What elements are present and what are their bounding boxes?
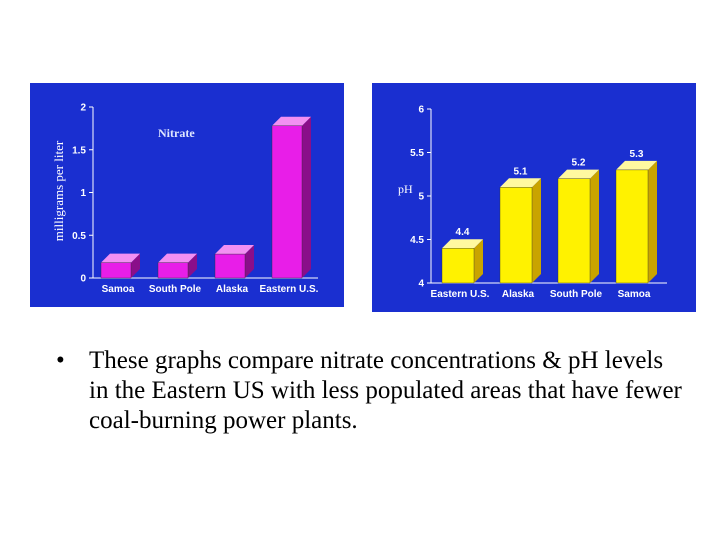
y-tick-label: 4.5	[410, 235, 424, 246]
y-tick-label: 1.5	[72, 145, 86, 156]
x-tick-label: South Pole	[149, 284, 202, 295]
y-tick-label: 6	[418, 105, 424, 116]
y-axis-label: pH	[398, 182, 413, 196]
data-label: 5.3	[630, 149, 644, 160]
ph-chart-svg: 4 4.5 5 5.5 6 Eastern U.S. 4.4 Alaska 5.1 South P…	[372, 83, 696, 312]
bar-side	[302, 116, 311, 278]
bar-side	[532, 178, 541, 283]
bar-top	[442, 239, 483, 249]
bullet-icon: •	[56, 347, 65, 374]
data-label: 5.1	[514, 166, 528, 177]
bar-side	[590, 169, 599, 283]
y-tick-label: 4	[418, 279, 424, 290]
data-label: 4.4	[456, 227, 470, 238]
bar-top	[215, 245, 254, 255]
x-tick-label: Alaska	[216, 284, 249, 295]
caption-bullet: • These graphs compare nitrate concentra…	[56, 346, 686, 436]
bar-side	[648, 160, 657, 283]
bar	[100, 262, 132, 279]
x-tick-label: South Pole	[550, 289, 603, 300]
x-tick-label: Samoa	[102, 284, 135, 295]
y-tick-label: 0.5	[72, 231, 86, 242]
bar	[441, 247, 475, 284]
bar-side	[474, 239, 483, 283]
x-tick-label: Samoa	[618, 289, 651, 300]
x-tick-label: Alaska	[502, 289, 535, 300]
y-tick-label: 2	[80, 103, 86, 114]
x-tick-label: Eastern U.S.	[431, 289, 490, 300]
bar-top	[616, 160, 657, 170]
nitrate-chart-svg: 0 0.5 1 1.5 2 Samoa South Pole Alaska Eastern U.…	[30, 83, 344, 307]
bar-side	[245, 245, 254, 278]
bar	[557, 178, 591, 284]
y-tick-label: 5.5	[410, 148, 424, 159]
nitrate-chart: 0 0.5 1 1.5 2 Samoa South Pole Alaska Eastern U.…	[30, 83, 344, 307]
bar-top	[272, 116, 311, 126]
bar-top	[158, 253, 197, 263]
bar-top	[558, 169, 599, 179]
y-tick-label: 1	[80, 188, 86, 199]
bar	[214, 253, 246, 279]
caption-text: These graphs compare nitrate concentrati…	[89, 347, 682, 434]
chart-title: Nitrate	[158, 126, 195, 140]
bar-side	[188, 253, 197, 278]
bar	[615, 169, 649, 284]
y-tick-label: 5	[418, 192, 424, 203]
y-tick-label: 0	[80, 274, 86, 285]
bar	[271, 125, 303, 279]
data-label: 5.2	[572, 158, 586, 169]
x-tick-label: Eastern U.S.	[260, 284, 319, 295]
bar	[499, 187, 533, 284]
bar-top	[101, 253, 140, 263]
bar-side	[131, 253, 140, 278]
bar	[157, 262, 189, 279]
ph-chart: 4 4.5 5 5.5 6 Eastern U.S. 4.4 Alaska 5.1 South P…	[372, 83, 696, 312]
y-axis-label: milligrams per liter	[51, 140, 66, 241]
bar-top	[500, 178, 541, 188]
